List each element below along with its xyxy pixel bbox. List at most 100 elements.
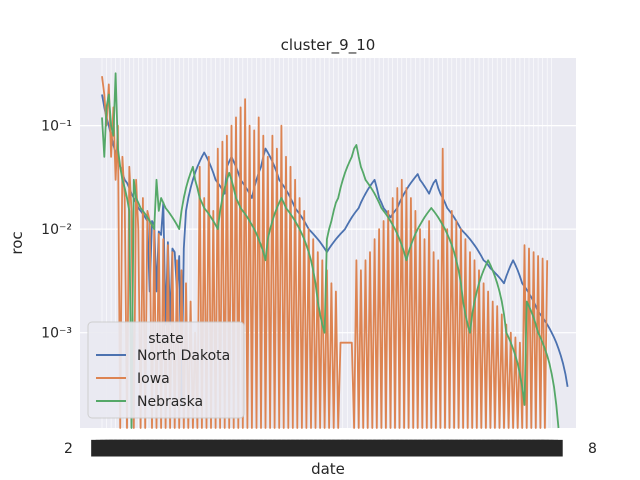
x-tick-label: ██: [463, 439, 486, 457]
y-tick-label: 10⁻³: [41, 326, 72, 342]
x-tick-label: ██: [90, 439, 113, 457]
x-tick-label: ██: [413, 439, 436, 457]
x-tick-label: ██: [522, 439, 545, 457]
x-tick-label: ██: [213, 439, 236, 457]
y-ticks: 10⁻³ 10⁻² 10⁻¹: [41, 119, 72, 342]
x-tick-label: ██: [431, 439, 454, 457]
x-tick-label: ██: [290, 439, 313, 457]
x-tick-label: ██: [154, 439, 177, 457]
series-line-north-dakota: [101, 94, 569, 406]
x-tick-label: ██: [449, 439, 472, 457]
x-tick-label: ██: [217, 439, 240, 457]
x-tick-label: ██: [227, 439, 250, 457]
y-tick-label: 10⁻¹: [41, 119, 72, 135]
legend-label: Nebraska: [137, 394, 203, 410]
x-tick-label: ██: [167, 439, 190, 457]
legend-title: state: [148, 331, 183, 347]
x-tick-label: ██: [136, 439, 159, 457]
x-tick-label: ██: [145, 439, 168, 457]
x-tick-label: ██: [367, 439, 390, 457]
x-tick-label: ██: [254, 439, 277, 457]
x-tick-label: ██: [208, 439, 231, 457]
x-tick-label: ██: [390, 439, 413, 457]
x-tick-label: ██: [513, 439, 536, 457]
x-tick-label: ██: [245, 439, 268, 457]
x-tick-label: ██: [163, 439, 186, 457]
x-tick-label: ██: [445, 439, 468, 457]
x-ticks: ████████████████████████████████████████…: [64, 439, 597, 457]
x-tick-label: ██: [408, 439, 431, 457]
x-tick-label: ██: [231, 439, 254, 457]
x-tick-label: ██: [426, 439, 449, 457]
x-tick-label: ██: [535, 439, 558, 457]
x-tick-label: ██: [263, 439, 286, 457]
x-tick-label: ██: [363, 439, 386, 457]
x-tick-label: ██: [322, 439, 345, 457]
x-tick-label: ██: [540, 439, 563, 457]
x-tick-label: ██: [267, 439, 290, 457]
x-tick-label: ██: [99, 439, 122, 457]
x-tick-label: ██: [108, 439, 131, 457]
x-tick-label: ██: [313, 439, 336, 457]
x-tick-label: ██: [258, 439, 281, 457]
x-tick-label: ██: [204, 439, 227, 457]
x-tick-label: ██: [376, 439, 399, 457]
x-tick-label: ██: [454, 439, 477, 457]
x-tick-label: ██: [358, 439, 381, 457]
legend: state North Dakota Iowa Nebraska: [87, 321, 245, 419]
x-tick-label: ██: [127, 439, 150, 457]
x-tick-label: ██: [222, 439, 245, 457]
x-tick-label: ██: [113, 439, 136, 457]
x-tick-label: ██: [331, 439, 354, 457]
x-tick-label: ██: [354, 439, 377, 457]
x-tick-label: ██: [240, 439, 263, 457]
x-tick-label: ██: [158, 439, 181, 457]
x-tick-label: ██: [236, 439, 259, 457]
x-tick-label: ██: [467, 439, 490, 457]
x-tick-label: ██: [499, 439, 522, 457]
x-tick-label: ██: [326, 439, 349, 457]
x-tick-label: ██: [340, 439, 363, 457]
x-tick-label: ██: [276, 439, 299, 457]
x-tick-label: ██: [249, 439, 272, 457]
x-tick-label: ██: [186, 439, 209, 457]
x-tick-label: ██: [199, 439, 222, 457]
x-tick-label: ██: [517, 439, 540, 457]
x-tick-label: ██: [172, 439, 195, 457]
x-tick-label: ██: [476, 439, 499, 457]
x-axis-label: date: [311, 460, 345, 478]
legend-items: North Dakota Iowa Nebraska: [96, 348, 230, 410]
legend-box: [87, 321, 245, 419]
x-tick-label: ██: [190, 439, 213, 457]
x-tick-label: ██: [531, 439, 554, 457]
x-tick-label: ██: [104, 439, 127, 457]
x-tick-label: ██: [304, 439, 327, 457]
series-layer: [101, 72, 569, 429]
x-tick-label: ██: [195, 439, 218, 457]
x-tick-label: ██: [458, 439, 481, 457]
x-tick-label: ██: [404, 439, 427, 457]
y-tick-label: 10⁻²: [41, 222, 72, 238]
x-tick-label: ██: [345, 439, 368, 457]
x-tick-label: ██: [295, 439, 318, 457]
x-tick-label: ██: [122, 439, 145, 457]
x-tick-label: ██: [485, 439, 508, 457]
x-tick-label: ██: [181, 439, 204, 457]
x-tick-label: ██: [399, 439, 422, 457]
x-tick-label: ██: [317, 439, 340, 457]
x-tick-label: ██: [495, 439, 518, 457]
chart-title: cluster_9_10: [281, 36, 376, 55]
series-line-nebraska: [101, 72, 560, 429]
x-tick-label: ██: [299, 439, 322, 457]
x-tick-label: ██: [395, 439, 418, 457]
legend-label: North Dakota: [137, 348, 230, 364]
x-tick-label: ██: [336, 439, 359, 457]
x-tick-label: ██: [422, 439, 445, 457]
x-tick-label: ██: [481, 439, 504, 457]
x-tick-label: ██: [95, 439, 118, 457]
x-tick-label: ██: [417, 439, 440, 457]
y-axis-label: roc: [8, 231, 26, 254]
x-tick-label: ██: [508, 439, 531, 457]
x-tick-label-last: 8: [588, 441, 597, 457]
